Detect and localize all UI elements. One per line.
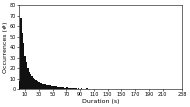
Bar <box>33 78 34 89</box>
Bar <box>26 62 27 89</box>
Bar <box>28 72 30 89</box>
Bar <box>64 88 66 89</box>
Bar <box>57 87 59 89</box>
Bar <box>20 18 22 89</box>
Bar <box>30 74 31 89</box>
Bar <box>74 88 75 89</box>
Bar <box>38 82 40 89</box>
Bar <box>68 88 70 89</box>
Bar <box>71 88 73 89</box>
Bar <box>40 83 41 89</box>
Bar <box>27 68 28 89</box>
Y-axis label: Occurrences (#): Occurrences (#) <box>3 22 9 73</box>
Bar <box>67 87 68 89</box>
Bar <box>73 88 74 89</box>
Bar <box>46 85 48 89</box>
Bar <box>52 86 53 89</box>
Bar <box>22 33 23 89</box>
Bar <box>86 88 88 89</box>
Bar <box>49 85 51 89</box>
Bar <box>51 86 52 89</box>
Bar <box>66 87 67 89</box>
Bar <box>23 43 24 89</box>
Bar <box>63 87 64 89</box>
Bar <box>62 87 63 89</box>
Bar <box>44 84 45 89</box>
Bar <box>37 81 38 89</box>
Bar <box>55 86 56 89</box>
Bar <box>24 56 26 89</box>
Bar <box>42 84 44 89</box>
Bar <box>53 86 55 89</box>
Bar <box>59 87 60 89</box>
Bar <box>41 83 42 89</box>
Bar <box>45 84 46 89</box>
X-axis label: Duration (s): Duration (s) <box>82 99 119 104</box>
Bar <box>60 87 62 89</box>
Bar <box>48 85 49 89</box>
Bar <box>75 88 77 89</box>
Bar <box>31 76 33 89</box>
Bar <box>19 81 20 89</box>
Bar <box>34 79 35 89</box>
Bar <box>78 88 79 89</box>
Bar <box>81 88 82 89</box>
Bar <box>70 88 71 89</box>
Bar <box>56 86 57 89</box>
Bar <box>35 80 37 89</box>
